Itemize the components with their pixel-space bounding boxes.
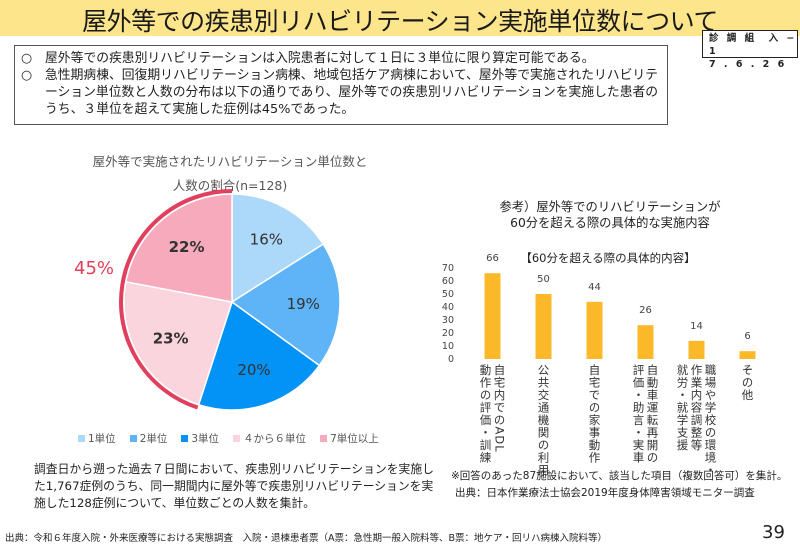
bar-source: 出典：日本作業療法士協会2019年度身体障害領域モニター調査 [455,487,755,499]
bar-section-title-line2: 60分を超える際の具体的な実施内容 [510,216,710,230]
bar-chart-title: 【60分を超える際の具体的内容】 [520,251,695,265]
x-category-label: 公共交通機関の利用 [536,364,551,477]
bar [586,301,603,359]
y-tick-label: 70 [442,263,454,274]
highlight-45-percent-label: 45% [74,258,115,279]
x-category-label: その他 [740,364,755,402]
bar-value-label: 44 [588,282,601,293]
y-tick-label: 50 [442,289,454,300]
legend-label: ４から６単位 [243,433,307,445]
x-category-label: 自動車運転再開の 評価・助言・実車 [631,364,660,464]
legend-label: 7単位以上 [330,433,379,445]
bar [637,325,654,359]
pie-slice-label: 22% [169,238,205,256]
pie-title-line1: 屋外等で実施されたリハビリテーション単位数と [92,154,368,169]
legend-item: 1単位 [78,431,116,446]
summary-bullet: ○ 屋外等での疾患別リハビリテーションは入院患者に対して１日に３単位に限り算定可… [21,50,661,67]
pie-slice-4 [123,280,233,406]
page-title: 屋外等での疾患別リハビリテーション実施単位数について [82,7,718,36]
pie-chart-title: 屋外等で実施されたリハビリテーション単位数と 人数の割合(n=128) [60,150,400,198]
bar-chart-section-title: 参考）屋外等でのリハビリテーションが 60分を超える際の具体的な実施内容 [470,199,750,231]
pie-slice-3 [197,300,321,411]
pie-slice-5 [125,193,233,303]
legend-label: 2単位 [139,433,168,445]
x-category-label: 職場や学校の環境・ 作業内容調整等 就労・就学支援 [675,364,718,477]
pie-title-line2: 人数の割合(n=128) [172,178,288,193]
page-number: 39 [762,522,785,543]
summary-box: ○ 屋外等での疾患別リハビリテーションは入院患者に対して１日に３単位に限り算定可… [14,45,668,125]
y-tick-label: 60 [442,276,454,287]
bar-value-label: 26 [639,305,652,316]
legend-item: 3単位 [181,431,219,446]
bar-note: ※回答のあった87施設において、該当した項目（複数回答可）を集計。 [451,470,788,482]
legend-item: 7単位以上 [320,431,379,446]
pie-slice-2 [230,243,341,367]
bullet-circle-icon: ○ [21,51,33,66]
pie-legend: 1単位 2単位 3単位 ４から６単位 7単位以上 [78,431,379,446]
summary-bullet-text: 屋外等での疾患別リハビリテーションは入院患者に対して１日に３単位に限り算定可能で… [45,51,595,66]
bar [535,294,552,359]
footer-source: 出典：令和６年度入院・外来医療等における実態調査 入院・退棟患者票（A票：急性期… [5,533,608,544]
bar [739,351,756,359]
x-category-label: 自宅内でのADL 動作の評価・訓練 [478,364,507,464]
pie-note: 調査日から遡った過去７日間において、疾患別リハビリテーションを実施した1,767… [34,462,434,510]
x-category-label: 自宅での家事動作 [587,364,602,464]
document-id-line1: 診 調 組 入 − 1 [709,33,797,57]
bullet-circle-icon: ○ [21,68,33,83]
y-tick-label: 20 [442,328,454,339]
legend-label: 3単位 [191,433,220,445]
bar [484,273,501,359]
bar-value-label: 50 [537,274,550,285]
y-tick-label: 0 [448,354,454,365]
bar [688,340,705,359]
legend-swatch [320,435,328,442]
y-tick-label: 40 [442,302,454,313]
document-id-box: 診 調 組 入 − 1 7 . 6 . 2 6 [702,30,798,70]
legend-swatch [78,435,85,442]
pie-slice-label: 16% [250,231,283,249]
legend-swatch [233,435,241,442]
highlight-arc [119,189,233,410]
pie-slice-1 [231,193,325,304]
pie-slice-label: 23% [153,329,189,347]
legend-label: 1単位 [88,433,116,445]
summary-bullet-text: 急性期病棟、回復期リハビリテーション病棟、地域包括ケア病棟において、屋外等で実施… [45,68,659,117]
bar-value-label: 6 [744,331,750,342]
bar-value-label: 66 [486,253,499,264]
summary-bullet: ○ 急性期病棟、回復期リハビリテーション病棟、地域包括ケア病棟において、屋外等で… [21,67,661,118]
bar-chart-notes: ※回答のあった87施設において、該当した項目（複数回答可）を集計。 出典：日本作… [451,468,791,502]
pie-slice-label: 20% [237,361,270,379]
y-tick-label: 30 [442,315,454,326]
bar-value-label: 14 [690,321,703,332]
y-tick-label: 10 [442,341,454,352]
legend-item: ４から６単位 [233,431,306,446]
title-bar [0,0,800,36]
legend-item: 2単位 [129,431,168,446]
document-id-line2: 7 . 6 . 2 6 [709,59,787,70]
pie-slice-label: 19% [287,295,320,313]
legend-swatch [129,435,137,442]
bar-section-title-line1: 参考）屋外等でのリハビリテーションが [499,200,721,214]
legend-swatch [181,435,189,442]
